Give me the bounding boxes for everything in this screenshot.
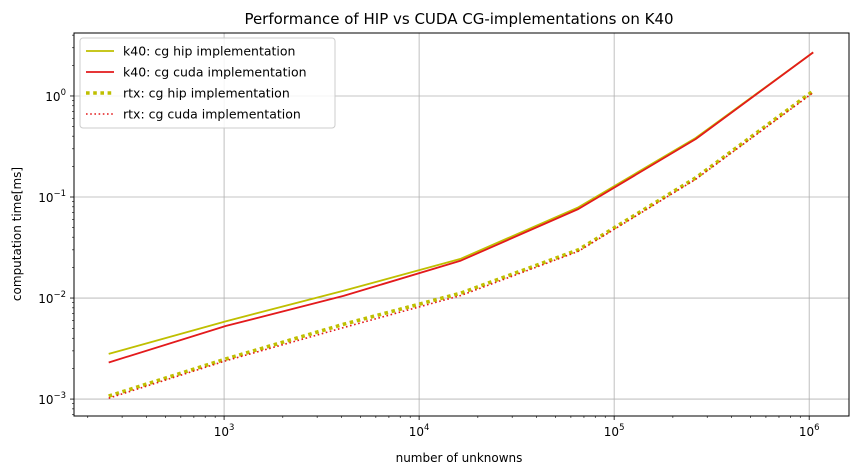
axes-frame	[73, 32, 850, 417]
y-tick-label: 10−1	[38, 189, 66, 205]
x-tick-label: 103	[214, 423, 235, 439]
y-tick-label: 10−2	[38, 290, 66, 306]
x-tick-label: 104	[409, 423, 430, 439]
legend-label: rtx: cg hip implementation	[123, 86, 290, 101]
y-axis-label: computation time[ms]	[10, 167, 24, 301]
x-tick-label: 106	[799, 423, 820, 439]
series-line-4	[108, 91, 814, 399]
chart-title: Performance of HIP vs CUDA CG-implementa…	[244, 10, 673, 28]
legend-label: k40: cg cuda implementation	[123, 65, 307, 80]
series-lines	[108, 51, 815, 399]
x-axis-label: number of unknowns	[396, 451, 523, 465]
y-tick-label: 100	[45, 88, 66, 104]
legend-label: k40: cg hip implementation	[123, 44, 295, 59]
x-tick-label: 105	[604, 423, 625, 439]
y-tick-label: 10−3	[38, 391, 66, 407]
legend-box	[79, 37, 336, 129]
legend-label: rtx: cg cuda implementation	[123, 107, 301, 122]
ticks: 103 104 105 106 10−3 10−2 10−1 100	[38, 34, 820, 439]
series-line-3	[108, 89, 815, 398]
legend: k40: cg hip implementation k40: cg cuda i…	[79, 37, 336, 129]
series-line-2	[108, 51, 814, 364]
